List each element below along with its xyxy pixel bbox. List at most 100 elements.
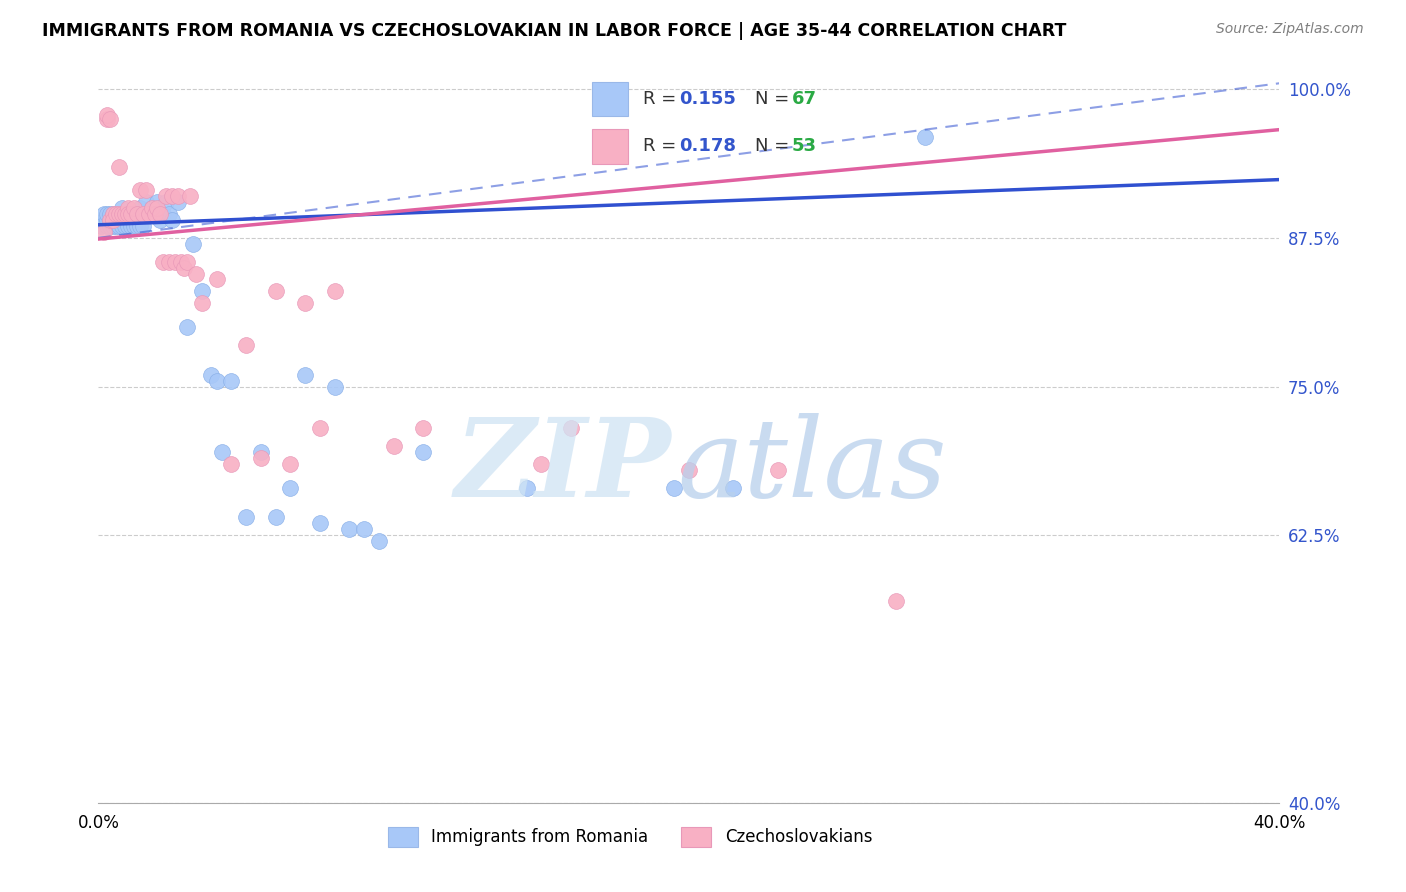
Point: [170, 254, 193, 268]
Point: [108, 207, 131, 221]
Point: [294, 296, 316, 310]
Point: [120, 207, 142, 221]
Point: [98, 207, 121, 221]
Point: [132, 219, 155, 233]
Point: [205, 374, 228, 388]
Point: [766, 463, 789, 477]
Point: [235, 510, 257, 524]
FancyBboxPatch shape: [592, 128, 628, 163]
Point: [157, 207, 180, 221]
Point: [664, 481, 686, 495]
Point: [191, 296, 214, 310]
Point: [117, 207, 139, 221]
Point: [884, 593, 907, 607]
Point: [132, 207, 155, 221]
Point: [105, 207, 128, 221]
Text: R =: R =: [643, 90, 682, 108]
Text: Source: ZipAtlas.com: Source: ZipAtlas.com: [1216, 22, 1364, 37]
Point: [353, 522, 375, 536]
Point: [294, 368, 316, 382]
Point: [103, 207, 125, 221]
Point: [167, 195, 190, 210]
Text: 53: 53: [792, 137, 817, 155]
Point: [165, 254, 187, 268]
Point: [146, 201, 169, 215]
Point: [108, 207, 131, 221]
Point: [96, 213, 118, 227]
Point: [155, 195, 177, 210]
Point: [103, 213, 125, 227]
Point: [108, 213, 131, 227]
Point: [120, 207, 142, 221]
Point: [98, 112, 121, 126]
Point: [122, 219, 145, 233]
Point: [96, 207, 118, 221]
Point: [323, 379, 346, 393]
Point: [135, 195, 157, 210]
Point: [250, 445, 273, 459]
Point: [162, 189, 183, 203]
Point: [309, 421, 332, 435]
Point: [138, 207, 160, 221]
Point: [93, 213, 115, 227]
Point: [143, 207, 166, 221]
Point: [98, 219, 121, 233]
Point: [191, 285, 214, 299]
Point: [250, 450, 273, 465]
Point: [141, 201, 163, 215]
Point: [138, 207, 160, 221]
Point: [125, 207, 148, 221]
Point: [96, 108, 118, 122]
Point: [114, 207, 136, 221]
Point: [117, 207, 139, 221]
Point: [179, 189, 201, 203]
Point: [162, 213, 183, 227]
Point: [157, 254, 180, 268]
Point: [723, 481, 745, 495]
Point: [90, 219, 112, 233]
Text: 67: 67: [792, 90, 817, 108]
Point: [515, 481, 537, 495]
Point: [152, 207, 174, 221]
Text: ZIP: ZIP: [454, 413, 671, 520]
Point: [125, 219, 148, 233]
Point: [141, 201, 163, 215]
Text: atlas: atlas: [678, 413, 946, 520]
Point: [103, 219, 125, 233]
Point: [111, 207, 134, 221]
Point: [309, 516, 332, 531]
Point: [278, 457, 302, 471]
Point: [264, 510, 287, 524]
Text: 0.178: 0.178: [679, 137, 737, 155]
Point: [200, 368, 222, 382]
Point: [678, 463, 700, 477]
Text: N =: N =: [755, 137, 794, 155]
Point: [125, 207, 148, 221]
Point: [96, 112, 118, 126]
Point: [105, 213, 128, 227]
Point: [412, 421, 434, 435]
Point: [108, 219, 131, 233]
Point: [117, 201, 139, 215]
Point: [914, 129, 936, 144]
Point: [176, 254, 198, 268]
Point: [149, 213, 172, 227]
Point: [103, 207, 125, 221]
Point: [152, 254, 174, 268]
Point: [128, 183, 150, 197]
Point: [264, 285, 287, 299]
Point: [146, 195, 169, 210]
Point: [184, 267, 207, 281]
Point: [368, 534, 391, 549]
Point: [105, 219, 128, 233]
Point: [128, 201, 150, 215]
Point: [120, 219, 142, 233]
Point: [96, 219, 118, 233]
Point: [114, 207, 136, 221]
Point: [122, 201, 145, 215]
Point: [111, 219, 134, 233]
Point: [176, 320, 198, 334]
Legend: Immigrants from Romania, Czechoslovakians: Immigrants from Romania, Czechoslovakian…: [374, 814, 886, 860]
Point: [149, 207, 172, 221]
Point: [111, 213, 134, 227]
